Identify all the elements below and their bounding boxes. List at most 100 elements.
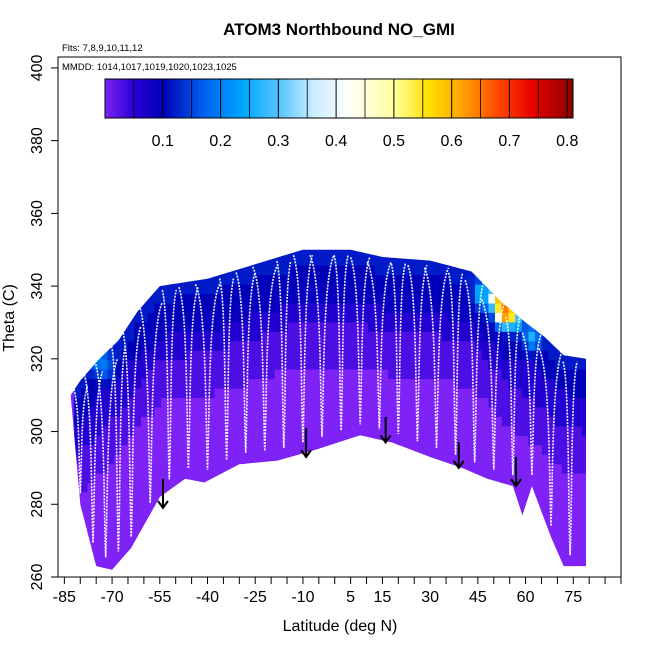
- heatmap-cell: [394, 321, 403, 332]
- heatmap-cell: [481, 406, 489, 417]
- heatmap-cell: [328, 387, 336, 398]
- colorbar-swatch: [224, 79, 229, 118]
- flight-profile: [366, 261, 393, 429]
- heatmap-cell: [94, 359, 102, 370]
- heatmap-cell: [261, 293, 269, 304]
- heatmap-cell: [341, 510, 349, 521]
- heatmap-cell: [267, 444, 276, 455]
- heatmap-cell: [575, 567, 583, 570]
- heatmap-cell: [321, 274, 329, 285]
- heatmap-cell: [214, 369, 222, 380]
- heatmap-cell: [314, 558, 322, 569]
- heatmap-cell: [174, 340, 182, 351]
- heatmap-cell: [555, 350, 563, 361]
- heatmap-cell: [388, 454, 396, 465]
- heatmap-cell: [194, 350, 202, 361]
- heatmap-cell: [301, 397, 309, 408]
- heatmap-cell: [254, 501, 262, 512]
- colorbar-swatch: [303, 79, 308, 118]
- heatmap-cell: [161, 482, 169, 493]
- heatmap-cell: [314, 406, 322, 417]
- heatmap-cell: [161, 406, 169, 417]
- heatmap-cell: [328, 529, 336, 540]
- heatmap-cell: [575, 548, 583, 559]
- heatmap-cell: [361, 463, 369, 474]
- heatmap-cell: [74, 312, 82, 323]
- heatmap-cell: [541, 255, 550, 266]
- heatmap-cell: [74, 369, 82, 380]
- heatmap-cell: [194, 416, 202, 427]
- heatmap-cell: [341, 482, 349, 493]
- colorbar-swatch: [382, 79, 387, 118]
- heatmap-cell: [161, 255, 169, 266]
- heatmap-cell: [80, 416, 89, 427]
- heatmap-cell: [475, 425, 483, 436]
- heatmap-cell: [70, 539, 75, 550]
- heatmap-cell: [107, 265, 115, 276]
- heatmap-cell: [274, 312, 282, 323]
- heatmap-cell: [555, 444, 563, 455]
- heatmap-cell: [334, 416, 342, 427]
- heatmap-cell: [408, 510, 416, 521]
- heatmap-cell: [475, 369, 483, 380]
- heatmap-cell: [308, 491, 316, 502]
- heatmap-cell: [94, 501, 102, 512]
- heatmap-cell: [428, 482, 436, 493]
- heatmap-cell: [541, 567, 550, 570]
- heatmap-cell: [288, 397, 296, 408]
- heatmap-cell: [288, 340, 296, 351]
- heatmap-cell: [194, 482, 202, 493]
- heatmap-cell: [94, 378, 102, 389]
- heatmap-cell: [521, 331, 530, 342]
- heatmap-cell: [241, 350, 249, 361]
- heatmap-cell: [501, 387, 509, 398]
- heatmap-cell: [368, 558, 376, 569]
- heatmap-cell: [468, 510, 476, 521]
- heatmap-cell: [247, 567, 256, 570]
- heatmap-cell: [134, 255, 142, 266]
- heatmap-cell: [448, 378, 456, 389]
- heatmap-cell: [421, 249, 429, 257]
- heatmap-cell: [475, 302, 483, 313]
- heatmap-cell: [508, 567, 516, 570]
- heatmap-cell: [348, 340, 356, 351]
- heatmap-cell: [541, 312, 550, 323]
- heatmap-cell: [508, 378, 516, 389]
- descent-arrows: [157, 417, 522, 510]
- heatmap-cell: [515, 491, 523, 502]
- heatmap-cell: [354, 463, 363, 474]
- heatmap-cell: [468, 331, 476, 342]
- heatmap-cell: [434, 473, 443, 484]
- heatmap-cell: [388, 491, 396, 502]
- heatmap-cell: [388, 293, 396, 304]
- x-tick-label: -55: [148, 589, 171, 606]
- heatmap-cell: [481, 463, 489, 474]
- heatmap-cell: [475, 539, 483, 550]
- heatmap-cell: [589, 492, 596, 502]
- heatmap-cell: [561, 302, 570, 313]
- heatmap-cell: [274, 539, 282, 550]
- heatmap-cell: [402, 237, 409, 247]
- heatmap-cell: [181, 416, 189, 427]
- heatmap-cell: [508, 397, 516, 408]
- heatmap-cell: [107, 369, 115, 380]
- heatmap-cell: [141, 510, 149, 521]
- heatmap-cell: [515, 293, 523, 304]
- heatmap-cell: [441, 482, 449, 493]
- heatmap-cell: [575, 340, 583, 351]
- heatmap-cell: [121, 274, 129, 285]
- heatmap-cell: [541, 463, 550, 474]
- heatmap-cell: [441, 378, 449, 389]
- heatmap-cell: [288, 501, 296, 512]
- heatmap-cell: [194, 444, 202, 455]
- heatmap-cell: [187, 321, 196, 332]
- heatmap-cell: [74, 520, 82, 531]
- colorbar-tick-label: 0.1: [152, 133, 174, 150]
- heatmap-cell: [428, 567, 436, 570]
- heatmap-cell: [334, 350, 342, 361]
- heatmap-cell: [154, 302, 162, 313]
- heatmap-cell: [167, 340, 175, 351]
- heatmap-cell: [147, 548, 155, 559]
- heatmap-cell: [221, 249, 229, 257]
- heatmap-cell: [341, 454, 349, 465]
